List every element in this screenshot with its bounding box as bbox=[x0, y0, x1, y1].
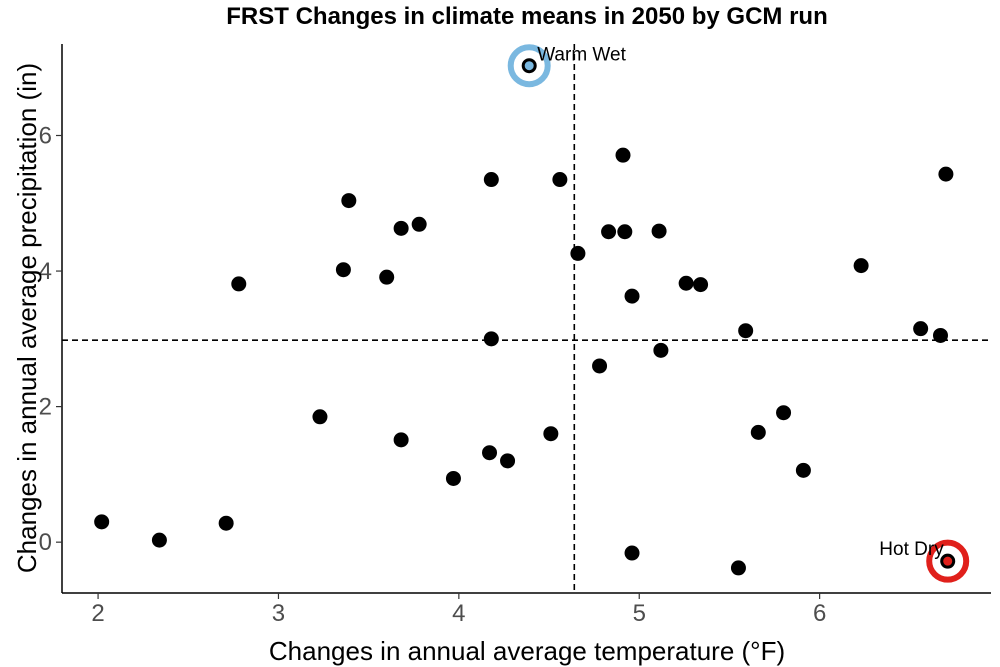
x-tick-label: 2 bbox=[91, 600, 104, 627]
data-point bbox=[151, 532, 167, 548]
highlight-ring-warm-wet bbox=[507, 44, 551, 88]
data-point bbox=[445, 470, 461, 486]
data-point bbox=[750, 424, 766, 440]
y-tick-label: 6 bbox=[39, 123, 52, 150]
data-point bbox=[379, 269, 395, 285]
data-point bbox=[552, 172, 568, 188]
data-point bbox=[617, 224, 633, 240]
data-point bbox=[312, 409, 328, 425]
data-point bbox=[678, 275, 694, 291]
data-point bbox=[624, 288, 640, 304]
data-point bbox=[483, 331, 499, 347]
x-tick-label: 4 bbox=[452, 600, 465, 627]
data-point bbox=[738, 323, 754, 339]
data-point bbox=[932, 327, 948, 343]
data-point bbox=[795, 462, 811, 478]
data-point bbox=[231, 276, 247, 292]
data-point bbox=[218, 515, 234, 531]
data-point bbox=[651, 223, 667, 239]
data-point bbox=[592, 358, 608, 374]
data-point bbox=[393, 432, 409, 448]
data-point bbox=[615, 147, 631, 163]
data-point bbox=[570, 245, 586, 261]
data-point bbox=[411, 216, 427, 232]
data-point bbox=[653, 342, 669, 358]
highlight-point-warm-wet bbox=[524, 61, 534, 71]
highlight-ring-hot-dry bbox=[926, 539, 970, 583]
data-point bbox=[853, 258, 869, 274]
data-point bbox=[393, 220, 409, 236]
highlight-label-hot-dry: Hot Dry bbox=[879, 539, 944, 560]
y-tick-label: 2 bbox=[39, 394, 52, 421]
data-point bbox=[624, 545, 640, 561]
highlight-label-warm-wet: Warm Wet bbox=[537, 45, 626, 66]
data-point bbox=[335, 262, 351, 278]
data-point bbox=[913, 321, 929, 337]
plot-area: 2 3 4 5 6 0 2 4 6 Warm Wet Hot Dry bbox=[39, 44, 991, 627]
x-axis-title: Changes in annual average temperature (°… bbox=[269, 636, 785, 666]
y-tick-label: 0 bbox=[39, 529, 52, 556]
y-tick-label: 4 bbox=[39, 258, 52, 285]
data-point bbox=[482, 445, 498, 461]
data-point bbox=[601, 224, 617, 240]
data-point bbox=[500, 453, 516, 469]
data-point bbox=[938, 166, 954, 182]
data-point bbox=[693, 277, 709, 293]
data-point bbox=[483, 172, 499, 188]
x-tick-label: 6 bbox=[813, 600, 826, 627]
x-tick-label: 5 bbox=[633, 600, 646, 627]
highlight-point-hot-dry bbox=[943, 556, 953, 566]
data-point bbox=[341, 193, 357, 209]
x-tick-label: 3 bbox=[272, 600, 285, 627]
data-point bbox=[94, 514, 110, 530]
chart-title: FRST Changes in climate means in 2050 by… bbox=[226, 3, 828, 30]
y-axis-title: Changes in annual average precipitation … bbox=[12, 63, 42, 573]
data-point bbox=[543, 426, 559, 442]
data-point bbox=[776, 405, 792, 421]
data-point bbox=[730, 560, 746, 576]
